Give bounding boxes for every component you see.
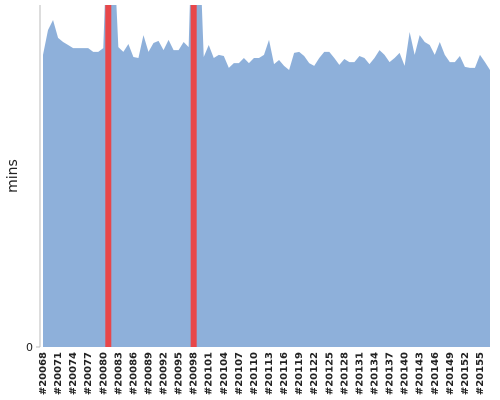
x-tick-label: #20104 xyxy=(219,352,230,395)
x-tick-label: #20071 xyxy=(53,352,64,395)
x-tick-label: #20155 xyxy=(475,352,486,395)
x-tick-label: #20074 xyxy=(68,352,79,395)
x-tick-label: #20092 xyxy=(159,352,170,395)
y-tick-label: 0 xyxy=(26,341,33,354)
x-tick-label: #20152 xyxy=(460,352,471,395)
x-tick-label: #20119 xyxy=(294,352,305,395)
x-tick-label: #20122 xyxy=(309,352,320,395)
highlight-bar xyxy=(105,5,112,347)
x-tick-label: #20080 xyxy=(98,352,109,395)
x-tick-label: #20083 xyxy=(113,352,124,395)
y-axis-label: mins xyxy=(5,159,21,193)
x-tick-label: #20146 xyxy=(430,352,441,395)
x-tick-label: #20128 xyxy=(339,352,350,395)
x-tick-label: #20134 xyxy=(369,352,380,395)
x-tick-label: #20125 xyxy=(324,352,335,395)
x-tick-label: #20137 xyxy=(385,352,396,395)
x-tick-label: #20089 xyxy=(143,352,154,395)
x-tick-label: #20116 xyxy=(279,352,290,395)
x-tick-label: #20101 xyxy=(204,352,215,395)
x-tick-label: #20113 xyxy=(264,352,275,395)
x-tick-label: #20131 xyxy=(354,352,365,395)
plot-area xyxy=(43,5,490,347)
x-tick-label: #20149 xyxy=(445,352,456,395)
x-tick-label: #20098 xyxy=(189,352,200,395)
x-tick-label: #20110 xyxy=(249,352,260,395)
x-tick-label: #20107 xyxy=(234,352,245,395)
x-tick-label: #20140 xyxy=(400,352,411,395)
x-tick-label: #20095 xyxy=(174,352,185,395)
x-tick-label: #20068 xyxy=(38,352,49,395)
highlight-bar xyxy=(190,5,197,347)
x-tick-label: #20077 xyxy=(83,352,94,395)
area xyxy=(43,5,490,347)
x-tick-label: #20143 xyxy=(415,352,426,395)
x-tick-label: #20086 xyxy=(128,352,139,395)
